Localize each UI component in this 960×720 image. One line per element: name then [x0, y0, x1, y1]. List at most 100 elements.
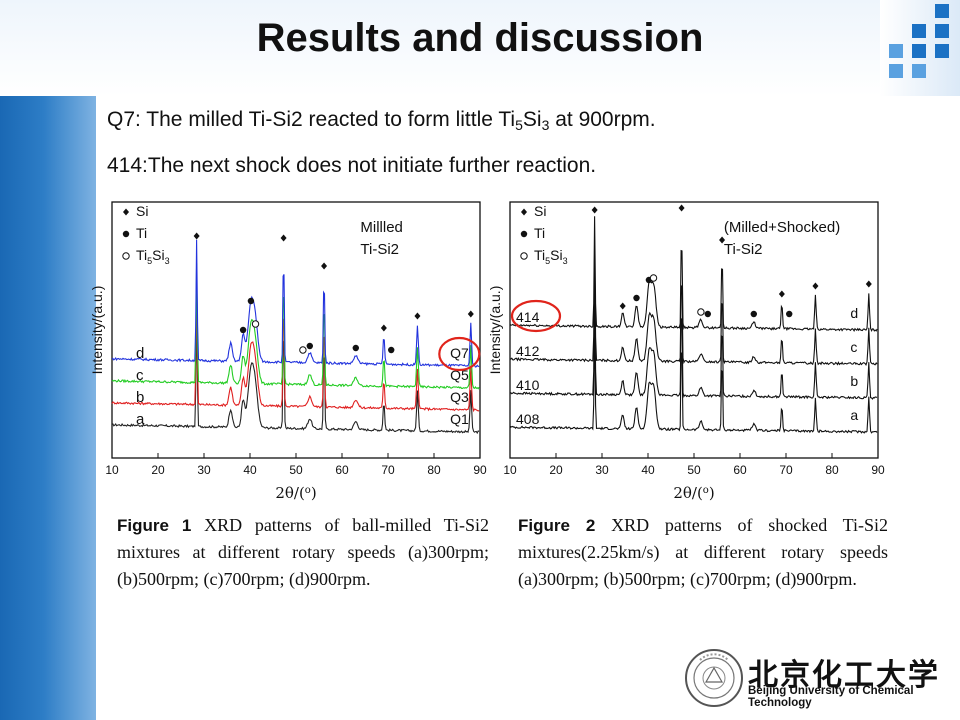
peak-marker-diamond	[812, 282, 819, 290]
deco-square	[912, 24, 926, 38]
x-axis-label-degree: o	[305, 485, 311, 496]
peak-marker-diamond	[380, 324, 387, 332]
x-tick-label: 50	[687, 463, 701, 477]
plot-frame	[509, 201, 879, 459]
legend-marker-circle	[520, 252, 528, 260]
legend-label: Si	[534, 203, 546, 219]
peak-marker-dot	[704, 310, 711, 318]
x-axis-label: 2θ/(o)	[275, 484, 316, 502]
university-name-english: Beijing University of Chemical Technolog…	[748, 685, 914, 709]
peak-marker-diamond	[321, 262, 328, 270]
finding-line-2: 414:The next shock does not initiate fur…	[107, 154, 597, 177]
legend-label: Si	[136, 203, 148, 219]
legend-marker-dot	[122, 230, 130, 238]
x-tick-label: 80	[825, 463, 839, 477]
peak-marker-circle	[697, 308, 705, 316]
chart-annotation: Ti-Si2	[724, 241, 763, 258]
series-right-label: Q3	[450, 389, 469, 405]
chart-shocked: 10 20 30 40 50 60 70 80 90 2θ/(o) Intensity/(a.u.)…	[486, 196, 896, 508]
peak-marker-diamond	[280, 234, 287, 242]
figure-2-caption: Figure 2 XRD patterns of shocked Ti-Si2 …	[518, 512, 888, 593]
legend-label-sub: 5	[147, 256, 152, 266]
series-line-d	[509, 216, 878, 332]
series-line-c	[509, 249, 878, 367]
series-line-c	[111, 263, 480, 390]
finding-1-sub: 5	[515, 117, 523, 133]
chart-annotation: Ti-Si2	[360, 241, 399, 258]
finding-1-text: Q7: The milled Ti-Si2 reacted to form li…	[107, 108, 516, 131]
peak-marker-diamond	[678, 204, 685, 212]
x-tick-label: 60	[335, 463, 349, 477]
xrd-chart-milled-svg: 10 20 30 40 50 60 70 80 90 2θ/(o) Intensity/(a.u.)…	[89, 201, 487, 502]
x-tick-label: 50	[289, 463, 303, 477]
series-left-label: 414	[516, 309, 540, 325]
series-right-label: Q7	[450, 345, 469, 361]
series-letter-label: b	[850, 373, 858, 389]
series-letter-label: c	[136, 367, 144, 384]
x-axis-label-degree: o	[703, 485, 709, 496]
figure-2-label: Figure 2	[518, 516, 596, 535]
deco-square	[889, 64, 903, 78]
series-right-label: Q5	[450, 367, 469, 383]
x-tick-label: 70	[381, 463, 395, 477]
deco-square	[889, 44, 903, 58]
university-seal-logo	[685, 649, 743, 707]
x-tick-label: 20	[151, 463, 165, 477]
peak-marker-dot	[786, 310, 793, 318]
peak-marker-circle	[649, 274, 658, 282]
series-line-b	[509, 284, 878, 400]
series-letter-label: d	[136, 345, 144, 362]
peak-marker-dot	[306, 342, 313, 350]
x-tick-label: 90	[473, 463, 487, 477]
legend-label: Ti	[534, 225, 545, 241]
peak-marker-dot	[750, 310, 757, 318]
x-tick-label: 40	[243, 463, 257, 477]
finding-line-1: Q7: The milled Ti-Si2 reacted to form li…	[107, 108, 656, 133]
peak-marker-diamond	[591, 206, 598, 214]
series-letter-label: b	[136, 389, 144, 406]
legend-marker-dot	[520, 230, 528, 238]
y-axis-label: Intensity/(a.u.)	[89, 286, 105, 375]
legend-label-part: Si	[152, 247, 164, 263]
legend-marker-diamond	[521, 208, 527, 216]
peak-marker-diamond	[414, 312, 421, 320]
series-letter-label: d	[850, 305, 858, 321]
series-left-label: 408	[516, 411, 540, 427]
top-band	[0, 0, 960, 96]
series-line-a	[509, 317, 878, 434]
series-line-b	[111, 284, 480, 413]
finding-1-sub: 3	[541, 117, 550, 133]
series-left-label: 412	[516, 343, 540, 359]
x-axis-label: 2θ/(o)	[673, 484, 714, 502]
peak-marker-circle	[299, 346, 307, 354]
peak-marker-diamond	[193, 232, 200, 240]
x-axis-label-close: )	[311, 484, 317, 502]
chart-annotation: Millled	[360, 219, 403, 236]
x-tick-label: 20	[549, 463, 563, 477]
deco-square	[912, 44, 926, 58]
x-tick-label: 30	[595, 463, 609, 477]
peak-marker-diamond	[719, 236, 726, 244]
peak-marker-dot	[352, 344, 359, 352]
figure-1-caption: Figure 1 XRD patterns of ball-milled Ti-…	[117, 512, 489, 593]
series-letter-label: a	[850, 407, 858, 423]
legend-label-sub: 3	[165, 256, 170, 266]
y-axis-label: Intensity/(a.u.)	[487, 286, 503, 375]
peak-marker-diamond	[619, 302, 626, 310]
peak-marker-dot	[239, 326, 247, 334]
series-line-d	[111, 239, 480, 368]
x-tick-label: 60	[733, 463, 747, 477]
legend-label-part: Ti	[534, 247, 545, 263]
x-tick-label: 10	[503, 463, 517, 477]
legend-label-sub: 3	[563, 256, 568, 266]
legend-label-part: Si	[550, 247, 562, 263]
plot-frame	[111, 201, 481, 459]
x-tick-label: 70	[779, 463, 793, 477]
series-right-label: Q1	[450, 411, 469, 427]
peak-marker-dot	[633, 294, 640, 302]
series-left-label: 410	[516, 377, 540, 393]
x-tick-label: 80	[427, 463, 441, 477]
x-tick-label: 10	[105, 463, 119, 477]
series-line-a	[112, 307, 480, 435]
